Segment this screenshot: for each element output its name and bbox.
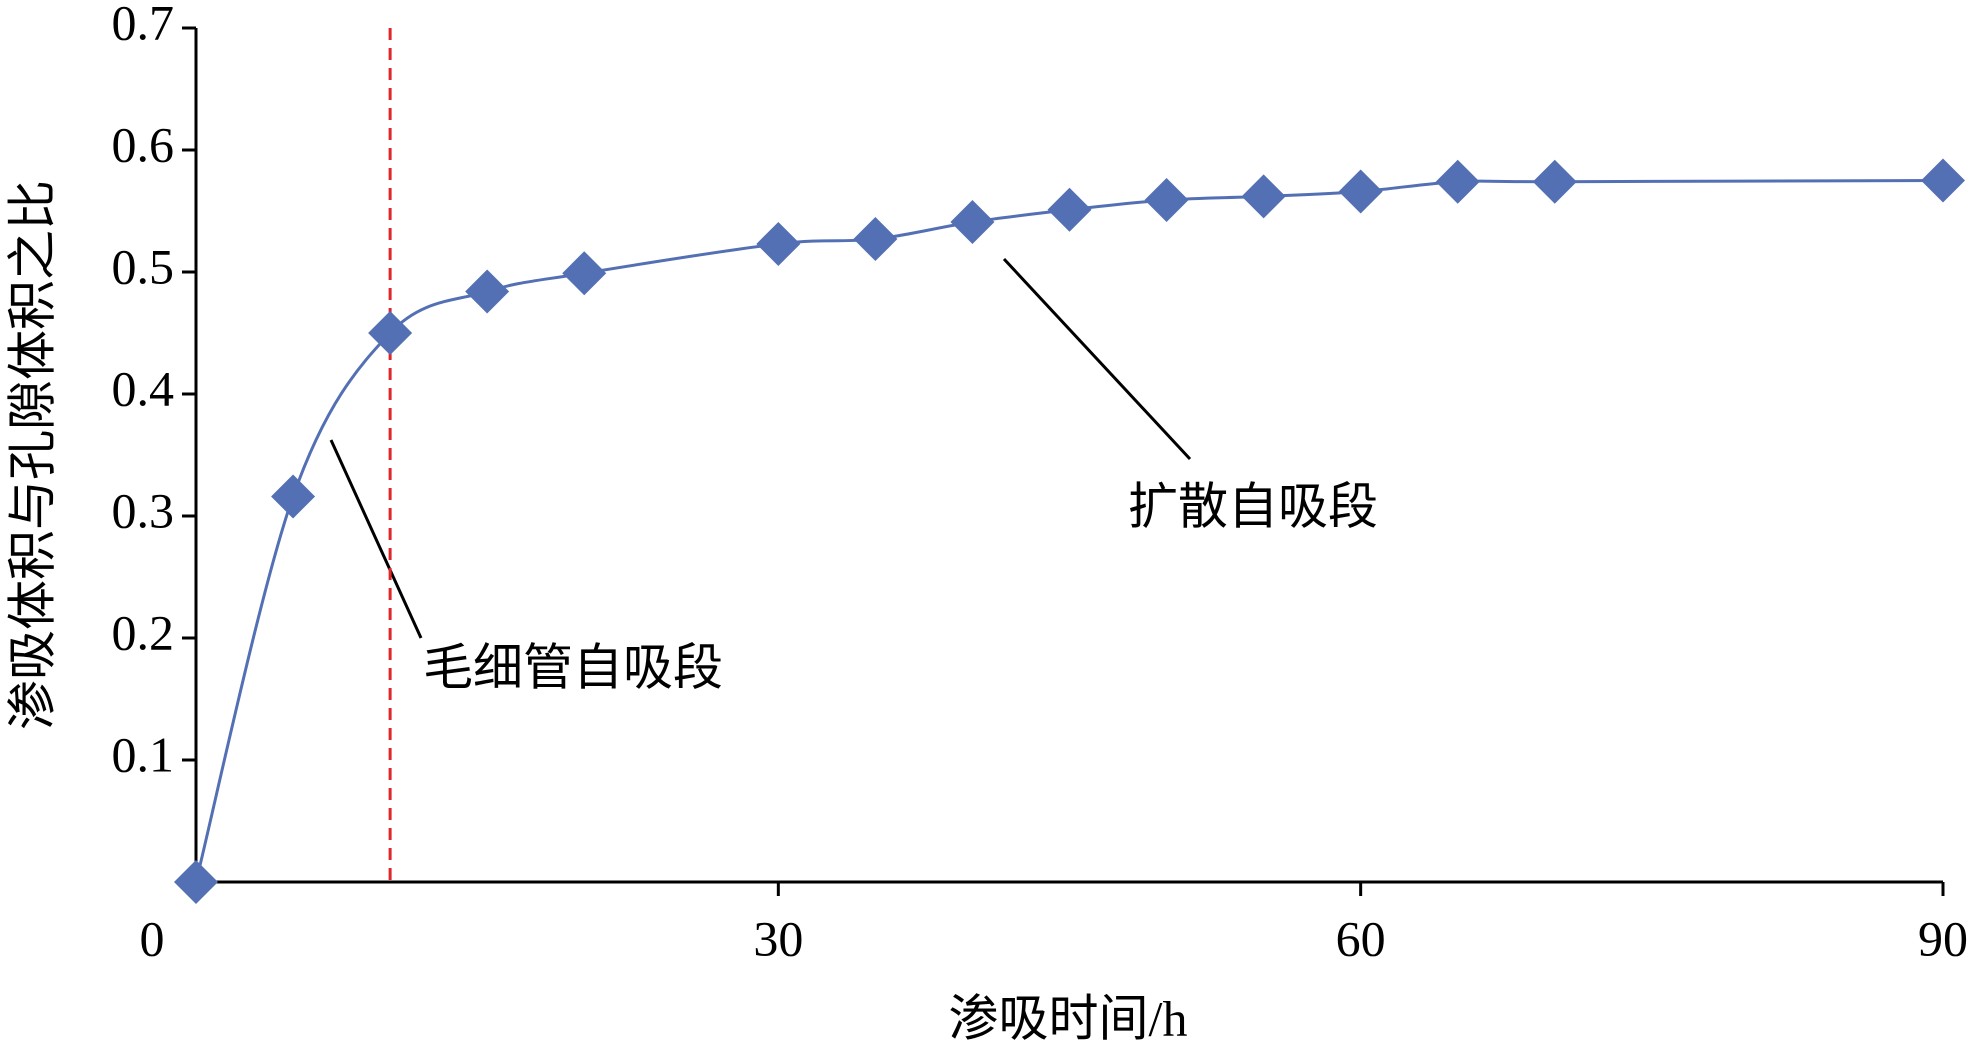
x-tick-label: 0 [140,910,165,966]
y-tick-label: 0.2 [112,604,175,660]
marker [1921,158,1965,203]
marker [1532,159,1577,204]
series-line [194,179,1944,883]
x-tick-label: 90 [1918,910,1968,966]
annotation: 毛细管自吸段 [423,639,723,695]
y-tick-label: 0.6 [112,116,175,172]
marker [1435,159,1480,204]
y-tick-label: 0.7 [112,0,175,50]
leader-line [329,439,423,639]
marker [562,251,607,296]
marker [853,217,898,262]
marker [465,269,510,314]
x-tick-label: 60 [1336,910,1386,966]
marker [950,199,995,244]
y-tick-label: 0.5 [112,238,175,294]
leader-line [1002,257,1192,461]
marker [271,474,316,519]
marker [1338,169,1383,214]
y-tick-label: 0.3 [112,482,175,538]
marker [174,860,218,904]
y-axis-title: 渗吸体积与孔隙体积之比 [4,180,60,730]
y-tick-label: 0.1 [112,726,175,782]
y-tick-label: 0.4 [112,360,175,416]
marker [1047,187,1092,232]
marker [1241,174,1286,219]
marker [756,221,801,266]
marker [1144,178,1189,223]
annotation: 扩散自吸段 [1128,478,1378,534]
x-axis-title: 渗吸时间/h [949,990,1188,1046]
x-tick-label: 30 [753,910,803,966]
marker [368,311,413,355]
